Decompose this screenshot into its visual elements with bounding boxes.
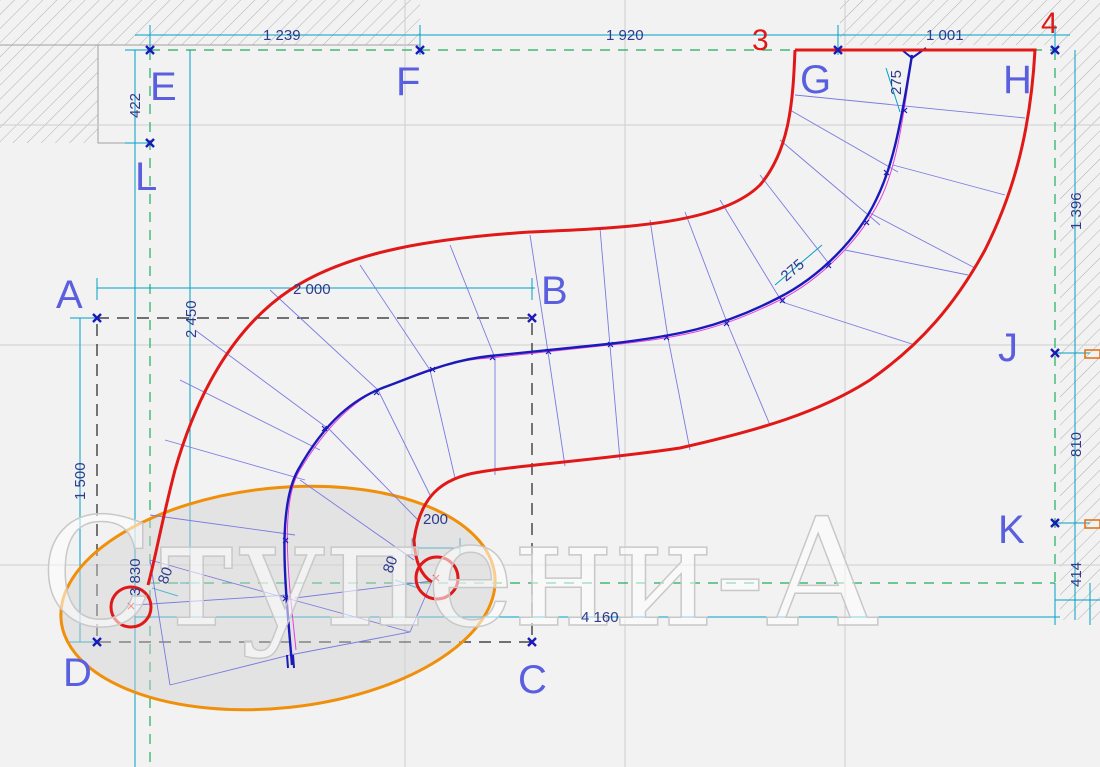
dim-bottom-length: 4 160 [581,609,619,626]
dim-top-gh: 1 001 [926,27,964,44]
dim-ab: 2 000 [293,281,331,298]
dim-tread-top: 275 [888,70,905,95]
label-g: G [800,58,831,102]
walking-line [283,54,914,666]
highlight-ellipse [59,484,497,712]
point-labels: E F G H L A B J K D C [56,58,1032,702]
stair-end-marks [127,574,440,610]
corner-numbers: 3 4 [752,7,1058,57]
dim-right-hj: 1 396 [1068,192,1085,230]
dim-d-vertical: 3 830 [127,558,144,596]
watermark: Ступени-А [40,487,879,661]
dim-e-vertical: 2 450 [183,300,200,338]
dim-right-k: 414 [1068,562,1085,587]
label-h: H [1003,58,1032,102]
reference-lines [149,49,1056,767]
dim-top-ef: 1 239 [263,27,301,44]
label-e: E [150,65,177,109]
walkline-ticks [282,107,908,602]
tread-lines [134,94,1026,686]
corner-number-3: 3 [752,24,769,57]
dim-end-width: 200 [423,511,448,528]
dim-a-vertical: 1 500 [72,462,89,500]
dim-offset-left: 80 [155,565,177,586]
dim-offset-right: 80 [380,554,402,575]
label-l: L [135,155,157,199]
dimension-labels: 1 239 1 920 1 001 422 2 000 2 450 1 500 … [72,27,1085,626]
wall-markers [1084,349,1100,529]
label-k: K [998,508,1025,552]
dim-left-el: 422 [127,93,144,118]
label-a: A [56,273,83,317]
label-f: F [396,60,420,104]
dim-top-fg: 1 920 [606,27,644,44]
label-c: C [518,658,547,702]
dim-right-jk: 810 [1068,432,1085,457]
walking-line-arrow [286,47,927,669]
label-b: B [541,269,568,313]
point-markers [92,45,1060,647]
stair-outline [109,48,1037,629]
corner-number-4: 4 [1041,7,1058,40]
wall-hatching [0,0,1100,620]
label-d: D [63,651,92,695]
label-j: J [998,326,1018,370]
